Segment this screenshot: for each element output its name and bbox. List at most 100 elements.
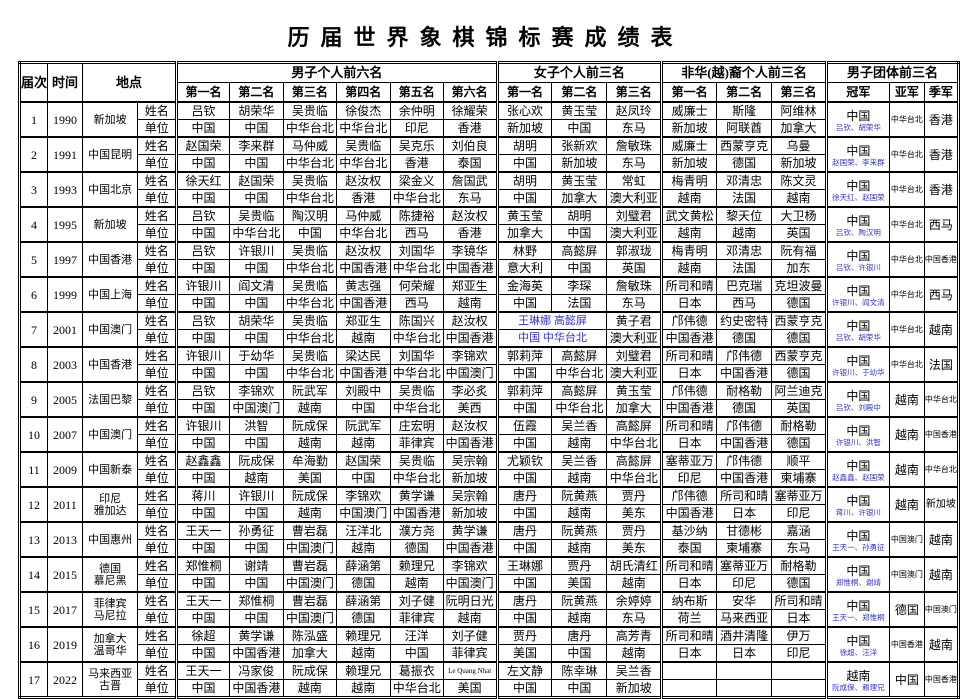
label-name: 姓名 — [137, 206, 178, 225]
men-name: 吴宗翰 — [442, 451, 498, 470]
women-name: 吴兰香 — [606, 661, 663, 680]
women-unit: 澳大利亚 — [606, 224, 663, 243]
year: 1997 — [47, 241, 83, 278]
label-name: 姓名 — [137, 486, 178, 505]
nonhua-unit: 德国 — [771, 364, 827, 383]
men-unit: 香港 — [442, 119, 498, 138]
venue: 印尼 雅加达 — [81, 486, 139, 523]
team-champion-players: 许银川、于幼华 — [832, 368, 885, 377]
row-units: 单位 中国 中国澳门 越南 中国 中华台北 美西 中国 中华台北 加拿大 中国香港 德国 英国 — [20, 399, 959, 418]
label-name: 姓名 — [137, 381, 178, 400]
men-name: 曹岩磊 — [282, 521, 337, 540]
women-rank-header: 第三名 — [606, 82, 663, 103]
men-name: 赖理兄 — [335, 661, 391, 680]
round-number: 12 — [18, 486, 49, 523]
men-unit: 加拿大 — [282, 644, 337, 663]
women-name: 唐丹 — [495, 591, 553, 610]
group-header-nonhua: 非华(越)裔个人前三名 — [660, 62, 827, 83]
men-unit: 中国 — [228, 609, 284, 628]
nonhua-unit: 德国 — [771, 329, 827, 348]
women-name: 贾丹 — [606, 521, 663, 540]
header-group-row: 届次 时间 地点 男子个人前六名 女子个人前三名 非华(越)裔个人前三名 男子团… — [18, 62, 960, 103]
nonhua-name: 酒井清隆 — [716, 626, 773, 645]
nonhua-unit: 越南 — [660, 189, 718, 208]
men-name: 吕钦 — [175, 101, 230, 120]
women-name: 黄玉莹 — [551, 171, 608, 190]
women-unit: 越南 — [551, 434, 608, 453]
men-name: 陶汉明 — [282, 206, 337, 225]
men-name: 吴贵临 — [282, 311, 337, 330]
men-name: 赵汝权 — [442, 311, 498, 330]
nonhua-unit: 印尼 — [771, 644, 827, 663]
team-champion: 中国 赵国荣、李来群 — [824, 136, 890, 173]
men-name: 曹岩磊 — [282, 556, 337, 575]
label-unit: 单位 — [137, 644, 178, 663]
team-third: 香港 — [923, 136, 960, 173]
men-unit: 德国 — [389, 539, 444, 558]
nonhua-name: 耐格勒 — [771, 416, 827, 435]
women-unit: 中国 — [495, 434, 553, 453]
nonhua-name: 阿维林 — [771, 101, 827, 120]
women-unit: 中国 — [551, 644, 608, 663]
col-header-time: 时间 — [47, 62, 83, 103]
label-unit: 单位 — [137, 224, 178, 243]
women-name: 贾丹 — [551, 556, 608, 575]
year: 2011 — [47, 486, 83, 523]
women-name: 贾丹 — [495, 626, 553, 645]
nonhua-rank-header: 第二名 — [716, 82, 773, 103]
men-unit: 中国香港 — [335, 364, 391, 383]
nonhua-unit — [716, 679, 773, 699]
men-name: 刘子健 — [442, 626, 498, 645]
team-champion-players: 徐天红、赵国荣 — [832, 193, 885, 202]
men-unit: 越南 — [442, 609, 498, 628]
men-unit: 中国香港 — [228, 679, 284, 699]
men-name: 李锦欢 — [335, 486, 391, 505]
team-champion-players: 吕钦、胡荣华 — [835, 123, 881, 132]
women-unit: 新加坡 — [606, 679, 663, 699]
men-unit: 中国 — [175, 609, 230, 628]
round-number: 17 — [18, 661, 49, 699]
women-name: 郭莉萍 — [495, 346, 553, 365]
women-name: 吴兰香 — [551, 416, 608, 435]
men-name: 马仲威 — [282, 136, 337, 155]
men-unit: 中华台北 — [389, 469, 444, 488]
men-name: 赵鑫鑫 — [175, 451, 230, 470]
year: 2001 — [47, 311, 83, 348]
nonhua-name: 纳布斯 — [660, 591, 718, 610]
label-unit: 单位 — [137, 679, 178, 699]
women-unit: 法国 — [551, 294, 608, 313]
women-unit: 新加坡 — [551, 154, 608, 173]
men-name: 詹国武 — [442, 171, 498, 190]
men-unit: 美国 — [282, 469, 337, 488]
label-unit: 单位 — [137, 539, 178, 558]
year: 2015 — [47, 556, 83, 593]
men-unit: 中华台北 — [282, 259, 337, 278]
nonhua-unit: 新加坡 — [660, 119, 718, 138]
row-units: 单位 中国 中国 中国澳门 德国 菲律宾 越南 中国 越南 东马 荷兰 马来西亚 日本 — [20, 609, 959, 628]
men-name: 阮武军 — [335, 416, 391, 435]
men-unit: 中华台北 — [335, 224, 391, 243]
team-champion-players: 王天一、孙勇征 — [832, 543, 885, 552]
row-names: 11 2009 中国新泰 姓名 赵鑫鑫 阮成保 牟海勤 赵国荣 吴贵临 吴宗翰 尤颖钦 吴兰香 高懿屏塞… — [18, 451, 960, 488]
team-champion: 中国 徐超、汪洋 — [824, 626, 890, 663]
team-second: 中华台北 — [888, 311, 925, 348]
team-third: 西马 — [923, 206, 960, 243]
men-unit: 中国澳门 — [442, 364, 498, 383]
team-third: 越南 — [923, 626, 960, 663]
team-champion: 中国 蒋川、许银川 — [824, 486, 890, 523]
women-unit: 中国 — [551, 259, 608, 278]
row-names: 3 1993 中国北京 姓名 徐天红 赵国荣 吴贵临 赵汝权 梁金义 詹国武 胡明 黄玉莹 常虹 梅青明邓… — [18, 171, 960, 208]
men-name: 李锦欢 — [442, 346, 498, 365]
nonhua-name: 邝伟德 — [660, 311, 718, 330]
team-second: 越南 — [888, 381, 925, 418]
men-unit: 越南 — [228, 469, 284, 488]
men-unit: 中国 — [175, 224, 230, 243]
men-unit: 美国 — [442, 679, 498, 699]
year: 2007 — [47, 416, 83, 453]
men-unit: 菲律宾 — [389, 609, 444, 628]
women-name: 王琳娜 — [495, 556, 553, 575]
nonhua-name: 西蒙亨克 — [716, 136, 773, 155]
men-unit: 中国 — [175, 679, 230, 699]
men-unit: 中国 — [228, 574, 284, 593]
nonhua-name — [771, 661, 827, 680]
